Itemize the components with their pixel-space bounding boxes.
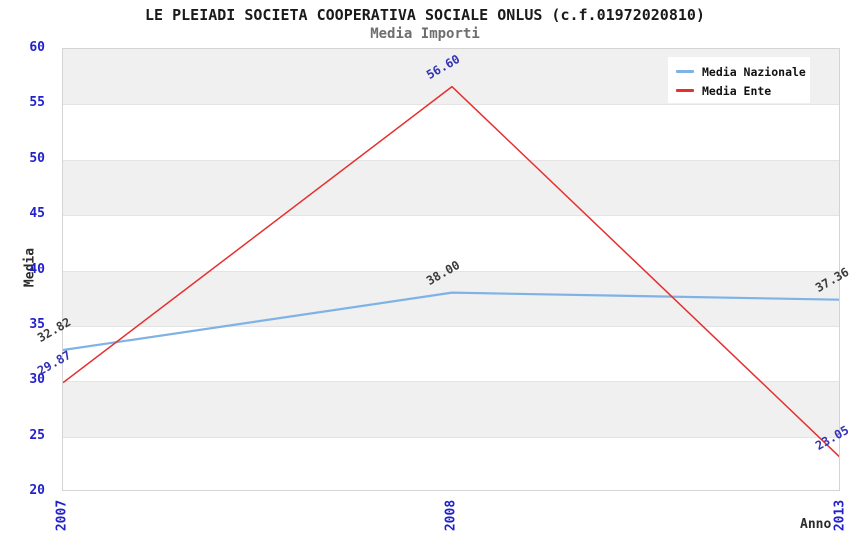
legend-line-blue-icon: [676, 70, 694, 73]
y-tick-label: 50: [29, 150, 45, 166]
y-tick-label: 45: [29, 206, 45, 222]
y-tick-label: 55: [29, 95, 45, 111]
y-tick-label: 40: [29, 261, 45, 277]
series-line-media-nazionale: [63, 291, 839, 352]
grid-band: [63, 325, 839, 382]
chart-title: LE PLEIADI SOCIETA COOPERATIVA SOCIALE O…: [145, 6, 705, 24]
series-line-media-ente: [63, 85, 839, 458]
x-tick-label: 2013: [832, 499, 848, 532]
grid-band: [63, 215, 839, 271]
legend-line-red-icon: [676, 89, 694, 92]
legend-label: Media Nazionale: [702, 64, 806, 79]
y-tick-label: 25: [29, 427, 45, 443]
legend-item-media-nazionale: Media Nazionale: [676, 62, 810, 81]
legend-label: Media Ente: [702, 83, 772, 98]
y-tick-label: 35: [29, 316, 45, 332]
y-tick-label: 30: [29, 372, 45, 388]
chart-subtitle: Media Importi: [370, 26, 480, 42]
y-tick-label: 60: [29, 40, 45, 55]
x-tick-label: 2007: [54, 499, 70, 532]
x-tick-label: 2008: [443, 499, 459, 532]
grid-band: [63, 381, 839, 437]
legend: Media Nazionale Media Ente: [668, 57, 810, 103]
y-tick-label: 20: [29, 483, 45, 498]
grid-band: [63, 104, 839, 160]
legend-item-media-ente: Media Ente: [676, 81, 810, 100]
grid-band: [63, 159, 839, 216]
x-axis-title: Anno: [800, 517, 832, 532]
grid-band: [63, 436, 839, 490]
